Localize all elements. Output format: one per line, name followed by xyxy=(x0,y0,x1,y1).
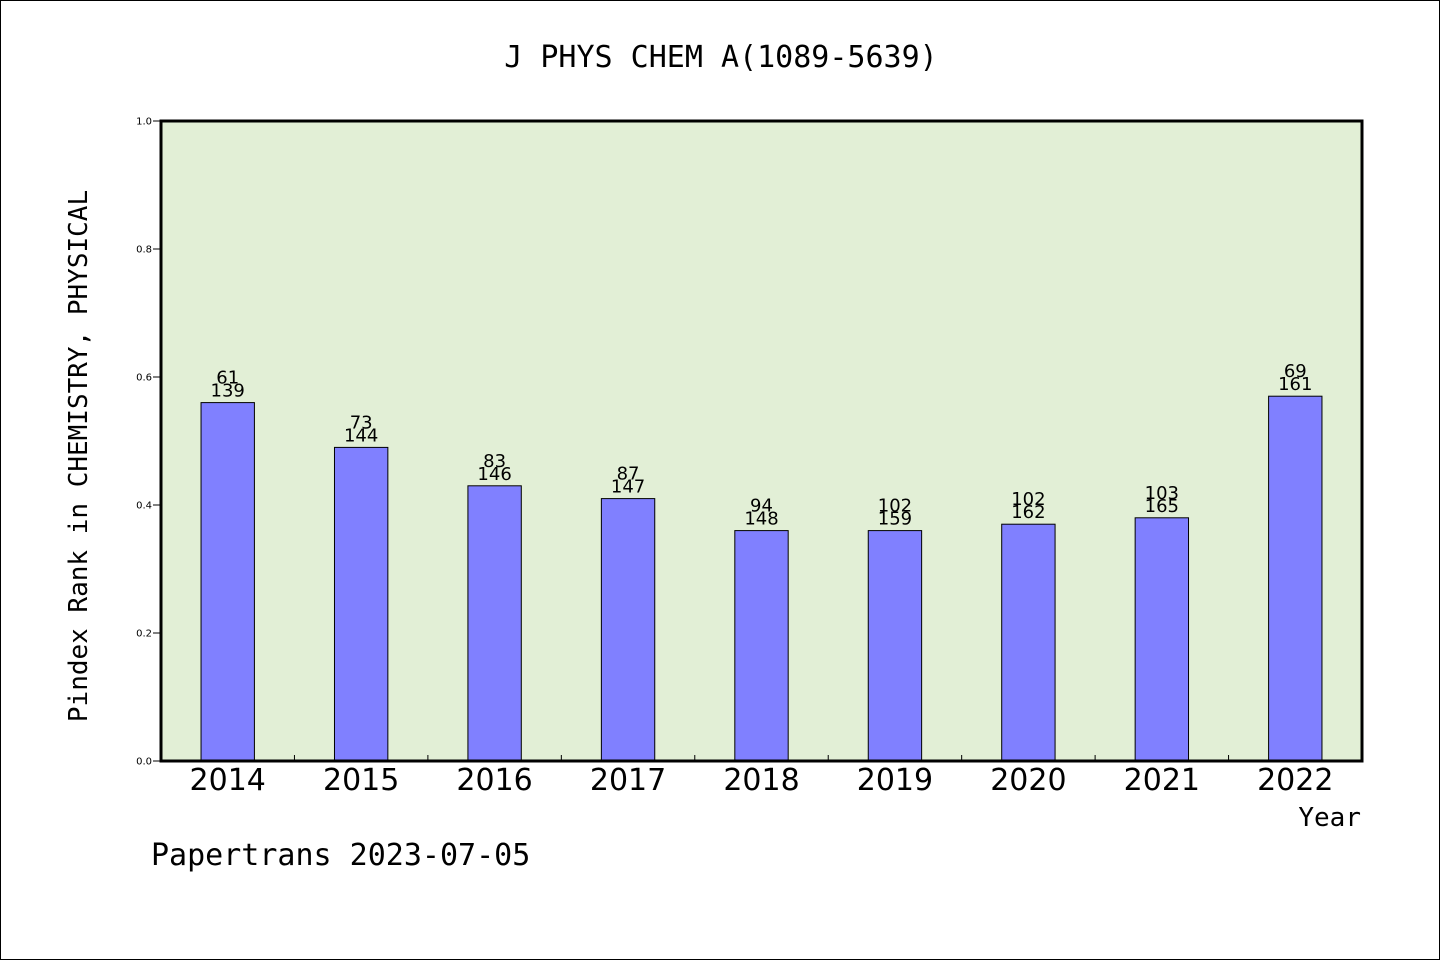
bar-rank-label: 69 xyxy=(1284,361,1307,382)
bar xyxy=(600,498,656,762)
bar-total-label: 161 xyxy=(1278,374,1312,395)
y-axis-label: Pindex Rank in CHEMISTRY, PHYSICAL xyxy=(64,190,94,722)
y-tick-label: 0.8 xyxy=(136,245,152,256)
bar-series xyxy=(200,395,1323,762)
y-tick-label: 0.0 xyxy=(136,757,152,768)
x-tick-label: 2015 xyxy=(323,763,399,798)
bar xyxy=(734,530,789,762)
y-tick-label: 0.2 xyxy=(136,629,152,640)
bar-rank-label: 94 xyxy=(750,496,773,517)
bar xyxy=(467,485,522,762)
plot-frame xyxy=(159,119,1364,763)
bar-total-label: 147 xyxy=(611,477,645,498)
bar-rank-label: 73 xyxy=(350,412,373,433)
x-axis-label: Year xyxy=(1298,803,1361,833)
y-tick-label: 1.0 xyxy=(136,117,152,128)
x-tick-label: 2014 xyxy=(190,763,266,798)
y-tick-label: 0.4 xyxy=(136,501,152,512)
bar-rank-label: 102 xyxy=(1011,489,1045,510)
x-tick-label: 2016 xyxy=(456,763,532,798)
x-tick-label: 2018 xyxy=(723,763,799,798)
bar-total-label: 139 xyxy=(211,381,245,402)
x-tick-label: 2020 xyxy=(990,763,1066,798)
bar-total-label: 159 xyxy=(878,509,912,530)
chart-title: J PHYS CHEM A(1089-5639) xyxy=(504,40,937,75)
x-tick-label: 2017 xyxy=(590,763,666,798)
bar-total-label: 162 xyxy=(1011,502,1045,523)
y-tick-label: 0.6 xyxy=(136,373,152,384)
footer-caption: Papertrans 2023-07-05 xyxy=(151,838,530,873)
bar-total-label: 148 xyxy=(744,509,778,530)
bar-total-label: 165 xyxy=(1145,496,1179,517)
bar-rank-label: 83 xyxy=(483,451,506,472)
x-axis-ticks: 2014 2015 2016 2017 2018 2019 2020 2021 2022 xyxy=(190,755,1333,798)
bar-rank-label: 103 xyxy=(1145,483,1179,504)
bar xyxy=(1134,517,1190,762)
bar-rank-label: 87 xyxy=(617,464,640,485)
bar-rank-label: 61 xyxy=(216,368,239,389)
bar xyxy=(333,446,389,762)
y-axis-ticks: 0.0 0.2 0.4 0.6 0.8 1.0 xyxy=(136,117,161,768)
x-tick-label: 2019 xyxy=(857,763,933,798)
x-tick-label: 2022 xyxy=(1257,763,1333,798)
bar xyxy=(1268,395,1323,762)
bar xyxy=(867,530,923,762)
bar-rank-label: 102 xyxy=(878,496,912,517)
bar-total-label: 146 xyxy=(477,464,511,485)
bar-total-label: 144 xyxy=(344,425,378,446)
bar xyxy=(1001,523,1056,762)
x-tick-label: 2021 xyxy=(1124,763,1200,798)
bar xyxy=(200,402,255,762)
